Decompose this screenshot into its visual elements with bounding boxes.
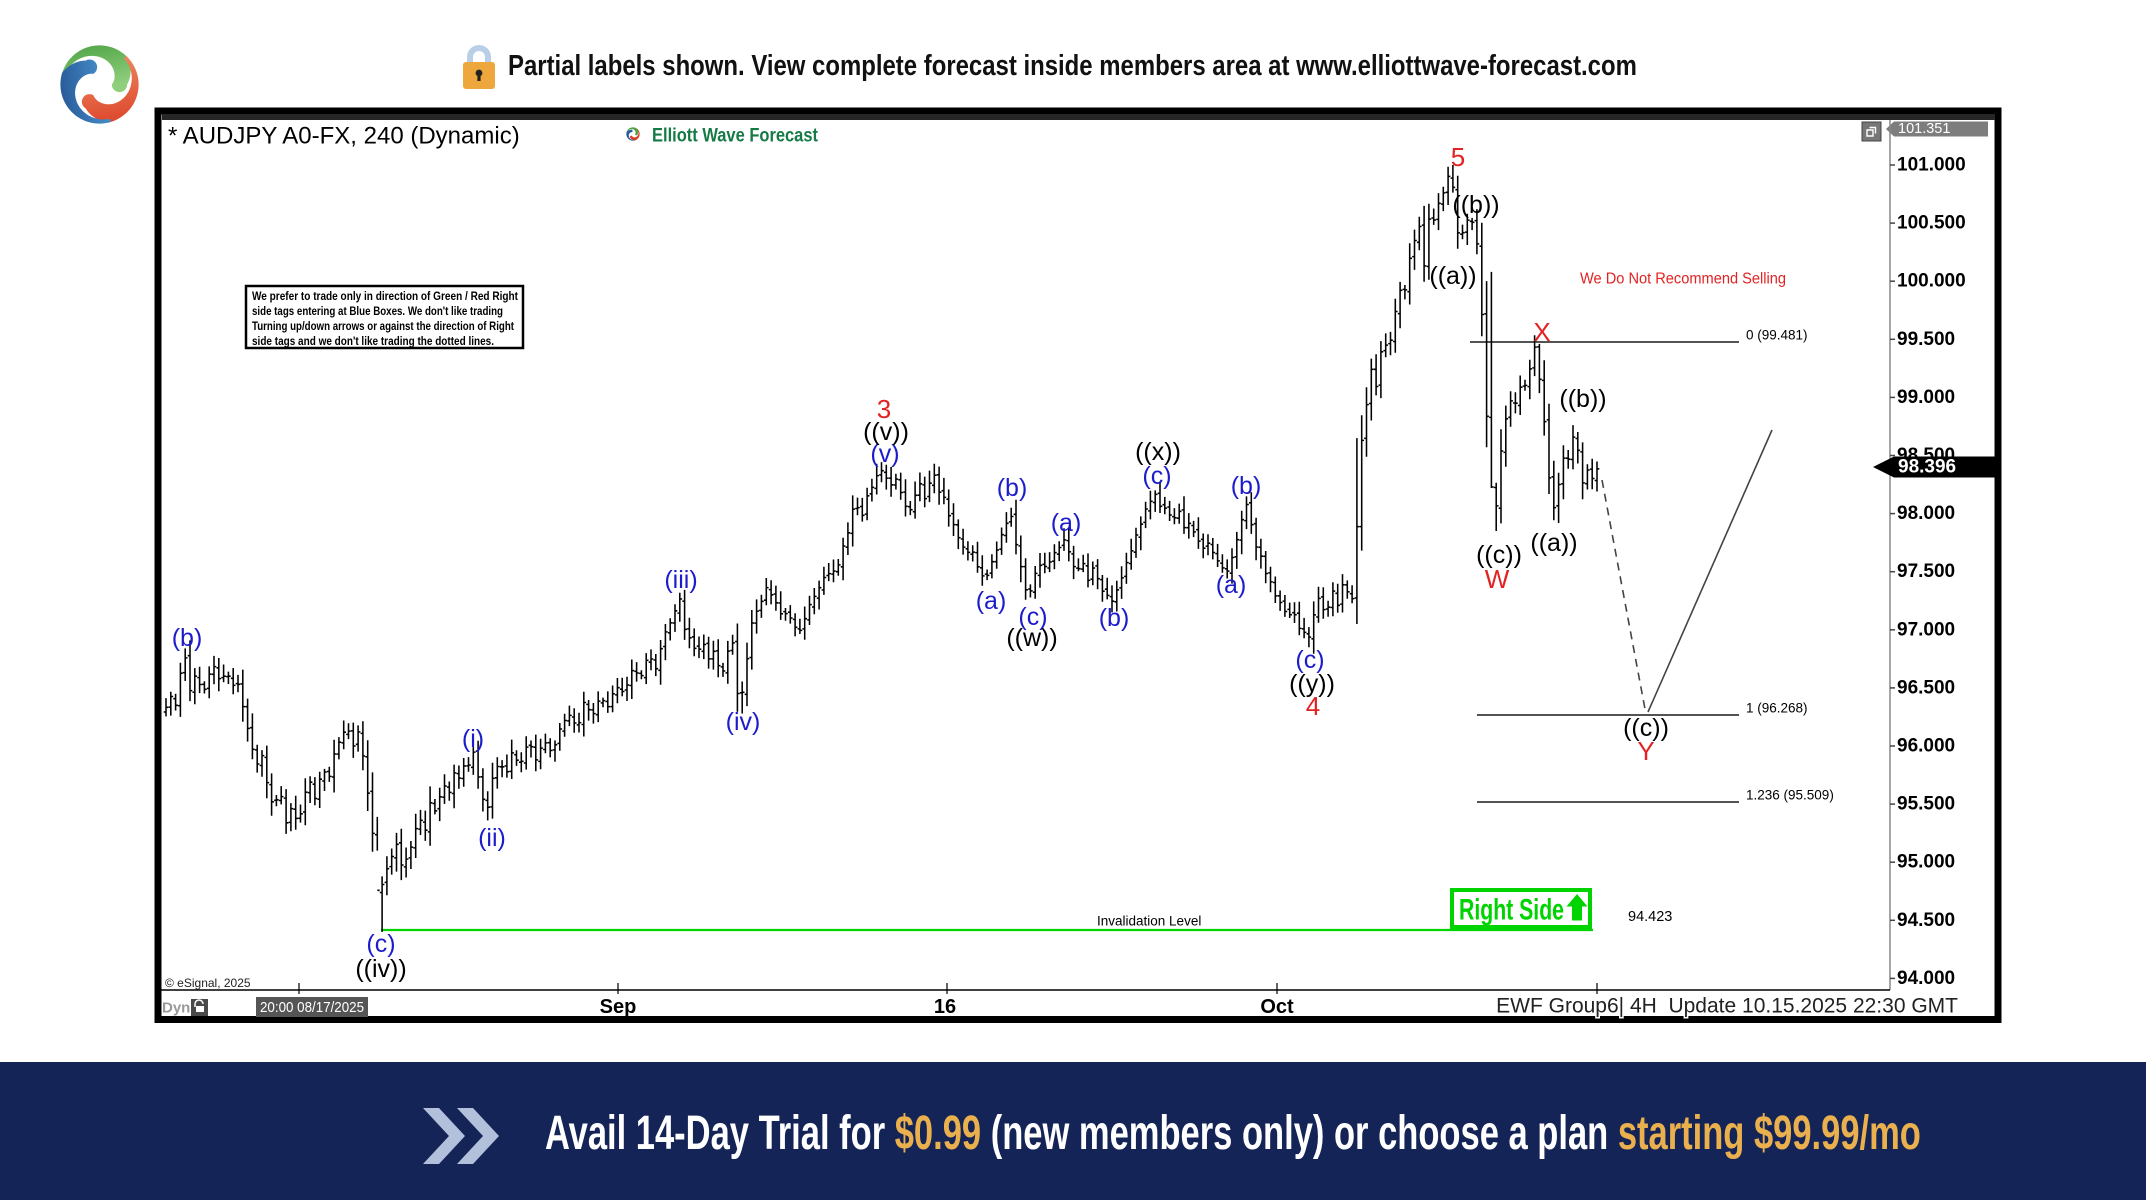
svg-text:16: 16 xyxy=(934,996,956,1018)
svg-text:3: 3 xyxy=(877,394,891,424)
svg-text:(ii): (ii) xyxy=(478,824,506,852)
svg-text:(c): (c) xyxy=(366,930,395,958)
svg-text:EWF Group6| 4H Update 10.15.2: EWF Group6| 4H Update 10.15.2025 22:30 G… xyxy=(1496,995,1958,1018)
svg-text:W: W xyxy=(1485,564,1510,594)
svg-text:1 (96.268): 1 (96.268) xyxy=(1746,701,1808,716)
svg-text:99.500: 99.500 xyxy=(1897,329,1955,350)
svg-text:98.000: 98.000 xyxy=(1897,503,1955,524)
svg-text:100.500: 100.500 xyxy=(1897,213,1966,234)
svg-text:20:00 08/17/2025: 20:00 08/17/2025 xyxy=(260,999,364,1016)
svg-text:97.000: 97.000 xyxy=(1897,619,1955,640)
svg-text:Y: Y xyxy=(1637,736,1654,766)
svg-text:((y)): ((y)) xyxy=(1289,670,1335,698)
svg-text:* AUDJPY A0-FX, 240 (Dynamic): * AUDJPY A0-FX, 240 (Dynamic) xyxy=(168,123,520,150)
svg-text:(c): (c) xyxy=(1018,603,1047,631)
svg-text:((a)): ((a)) xyxy=(1429,262,1476,290)
svg-text:We Do Not Recommend Selling: We Do Not Recommend Selling xyxy=(1580,271,1786,288)
svg-text:(iii): (iii) xyxy=(664,566,697,594)
svg-text:1.236 (95.509): 1.236 (95.509) xyxy=(1746,788,1834,803)
svg-text:96.000: 96.000 xyxy=(1897,736,1955,757)
svg-text:0 (99.481): 0 (99.481) xyxy=(1746,328,1808,343)
svg-text:(i): (i) xyxy=(462,725,484,753)
svg-text:((iv)): ((iv)) xyxy=(355,955,406,983)
svg-text:((c)): ((c)) xyxy=(1476,541,1522,569)
svg-text:((x)): ((x)) xyxy=(1135,438,1181,466)
svg-text:X: X xyxy=(1533,317,1550,347)
svg-text:side tags and we don't like tr: side tags and we don't like trading the … xyxy=(252,334,494,348)
svg-text:((b)): ((b)) xyxy=(1452,191,1499,219)
svg-text:(b): (b) xyxy=(1099,604,1130,632)
svg-text:((w)): ((w)) xyxy=(1006,624,1057,652)
svg-text:(a): (a) xyxy=(1216,571,1247,599)
svg-text:(c): (c) xyxy=(1142,462,1171,490)
svg-text:((a)): ((a)) xyxy=(1530,529,1577,557)
svg-text:((v)): ((v)) xyxy=(863,418,909,446)
svg-text:Turning up/down arrows or agai: Turning up/down arrows or against the di… xyxy=(252,319,514,333)
svg-text:94.000: 94.000 xyxy=(1897,968,1955,989)
svg-text:(c): (c) xyxy=(1295,646,1324,674)
svg-text:101.000: 101.000 xyxy=(1897,155,1966,176)
svg-text:(iv): (iv) xyxy=(726,708,761,736)
svg-text:Right Side: Right Side xyxy=(1459,894,1564,927)
svg-text:95.000: 95.000 xyxy=(1897,852,1955,873)
svg-text:98.396: 98.396 xyxy=(1898,457,1956,478)
svg-text:Invalidation Level: Invalidation Level xyxy=(1097,914,1201,929)
svg-text:94.500: 94.500 xyxy=(1897,910,1955,931)
svg-text:(b): (b) xyxy=(997,474,1028,502)
svg-text:(a): (a) xyxy=(976,587,1007,615)
svg-text:97.500: 97.500 xyxy=(1897,561,1955,582)
svg-text:(b): (b) xyxy=(172,624,203,652)
svg-text:(a): (a) xyxy=(1051,509,1082,537)
svg-text:side tags entering at Blue Box: side tags entering at Blue Boxes. We don… xyxy=(252,304,503,318)
svg-text:Elliott Wave Forecast: Elliott Wave Forecast xyxy=(652,126,819,147)
svg-text:100.000: 100.000 xyxy=(1897,271,1966,292)
svg-text:95.500: 95.500 xyxy=(1897,794,1955,815)
svg-text:(v): (v) xyxy=(870,440,899,468)
svg-text:5: 5 xyxy=(1451,142,1465,172)
svg-text:(b): (b) xyxy=(1231,472,1262,500)
svg-text:94.423: 94.423 xyxy=(1628,909,1672,925)
svg-text:101.351: 101.351 xyxy=(1898,121,1950,137)
svg-text:Oct: Oct xyxy=(1260,996,1294,1018)
svg-text:((b)): ((b)) xyxy=(1559,385,1606,413)
svg-text:© eSignal, 2025: © eSignal, 2025 xyxy=(165,976,251,990)
svg-text:((c)): ((c)) xyxy=(1623,714,1669,742)
svg-text:Sep: Sep xyxy=(600,996,637,1018)
svg-text:We prefer to trade only in dir: We prefer to trade only in direction of … xyxy=(252,289,518,303)
svg-text:Dyn: Dyn xyxy=(162,1000,190,1017)
svg-text:96.500: 96.500 xyxy=(1897,677,1955,698)
svg-text:4: 4 xyxy=(1306,691,1320,721)
svg-text:99.000: 99.000 xyxy=(1897,387,1955,408)
